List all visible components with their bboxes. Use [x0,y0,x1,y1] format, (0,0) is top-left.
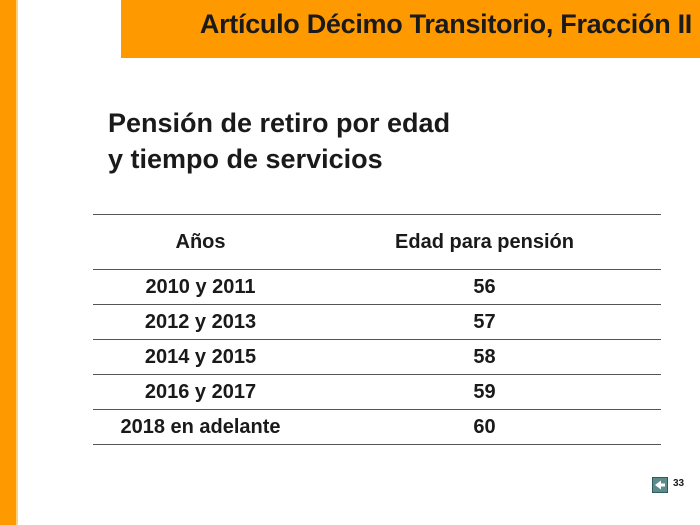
cell-years: 2016 y 2017 [144,380,257,403]
cell-age: 56 [473,275,496,298]
slide-title: Artículo Décimo Transitorio, Fracción II [199,9,692,39]
back-arrow-glyph [655,480,665,490]
column-header-age: Edad para pensión [395,230,574,253]
table-row: 2014 y 2015 58 [93,340,661,375]
back-arrow-icon[interactable] [652,477,668,493]
cell-age: 58 [473,345,496,368]
cell-years: 2014 y 2015 [144,345,257,368]
page-number: 33 [673,478,685,489]
left-accent-line [16,0,18,525]
cell-years: 2018 en adelante [120,415,281,438]
subtitle-line-2: y tiempo de servicios [108,144,383,174]
table-row: 2012 y 2013 57 [93,305,661,340]
subtitle-line-1: Pensión de retiro por edad [108,108,451,138]
header-bar: Artículo Décimo Transitorio, Fracción II [121,0,700,58]
table-row: 2018 en adelante 60 [93,410,661,445]
table-row: 2016 y 2017 59 [93,375,661,410]
subtitle: Pensión de retiro por edad y tiempo de s… [108,105,608,177]
table-header-row: Años Edad para pensión [93,214,661,270]
cell-age: 60 [473,415,496,438]
pension-table: Años Edad para pensión 2010 y 2011 56 20… [93,214,661,445]
cell-years: 2012 y 2013 [144,310,257,333]
column-header-years: Años [175,230,226,253]
table-row: 2010 y 2011 56 [93,270,661,305]
cell-age: 59 [473,380,496,403]
cell-years: 2010 y 2011 [145,275,256,298]
left-accent-bar [0,0,16,525]
cell-age: 57 [473,310,496,333]
